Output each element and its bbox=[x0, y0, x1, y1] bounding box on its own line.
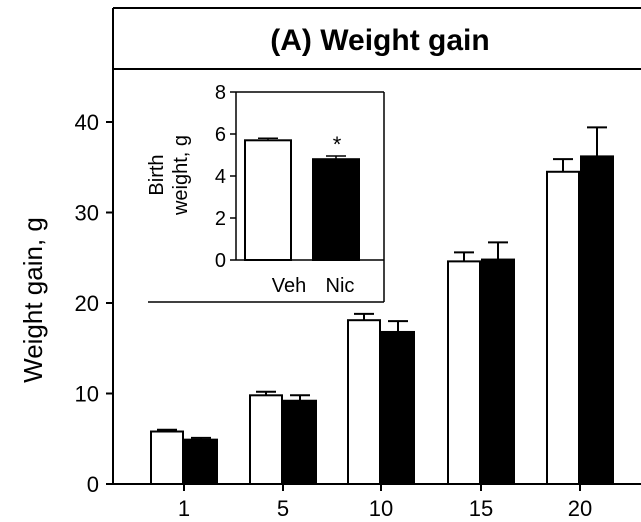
inset-nicotine-bar bbox=[312, 158, 360, 261]
inset-x-tick-label: Nic bbox=[326, 275, 355, 297]
y-ticks: 0 10 20 30 40 bbox=[75, 110, 113, 497]
y-tick-label: 20 bbox=[75, 291, 99, 316]
x-tick-label: 5 bbox=[277, 496, 289, 521]
inset-bars bbox=[244, 137, 360, 261]
nicotine-bar bbox=[381, 330, 415, 485]
vehicle-bar bbox=[546, 170, 580, 485]
y-tick-label: 40 bbox=[75, 110, 99, 135]
y-axis-label: Weight gain, g bbox=[18, 217, 48, 383]
x-tick-label: 15 bbox=[469, 496, 493, 521]
nicotine-bar bbox=[580, 155, 614, 485]
inset-y-ticks: 0 2 4 6 8 bbox=[215, 82, 236, 272]
inset-y-axis-label-line-2: weight, g bbox=[170, 135, 192, 216]
inset-y-axis-label-line-1: Birth bbox=[146, 154, 168, 195]
inset-chart: 0 2 4 6 8 Veh Nic Birth weight, g * bbox=[146, 82, 385, 303]
bars bbox=[150, 126, 614, 486]
inset-y-tick-label: 2 bbox=[215, 208, 226, 230]
inset-y-tick-label: 4 bbox=[215, 166, 226, 188]
vehicle-bar bbox=[347, 319, 381, 485]
x-ticks: 1 5 10 15 20 bbox=[178, 484, 592, 521]
inset-x-ticks: Veh Nic bbox=[272, 275, 355, 297]
inset-vehicle-bar bbox=[244, 139, 292, 261]
vehicle-bar bbox=[249, 394, 283, 485]
vehicle-bar bbox=[150, 430, 184, 486]
inset-x-tick-label: Veh bbox=[272, 275, 306, 297]
significance-marker: * bbox=[333, 132, 342, 157]
inset-y-tick-label: 0 bbox=[215, 250, 226, 272]
x-tick-label: 1 bbox=[178, 496, 190, 521]
nicotine-bar bbox=[283, 399, 317, 485]
inset-y-tick-label: 8 bbox=[215, 82, 226, 104]
vehicle-bar bbox=[447, 260, 481, 485]
title-box bbox=[113, 7, 641, 70]
x-tick-label: 10 bbox=[369, 496, 393, 521]
y-tick-label: 10 bbox=[75, 382, 99, 407]
y-tick-label: 0 bbox=[87, 472, 99, 497]
chart-title: (A) Weight gain bbox=[270, 24, 489, 57]
nicotine-bar bbox=[184, 438, 218, 485]
x-tick-label: 20 bbox=[568, 496, 592, 521]
y-tick-label: 30 bbox=[75, 201, 99, 226]
nicotine-bar bbox=[481, 258, 515, 485]
inset-y-tick-label: 6 bbox=[215, 124, 226, 146]
